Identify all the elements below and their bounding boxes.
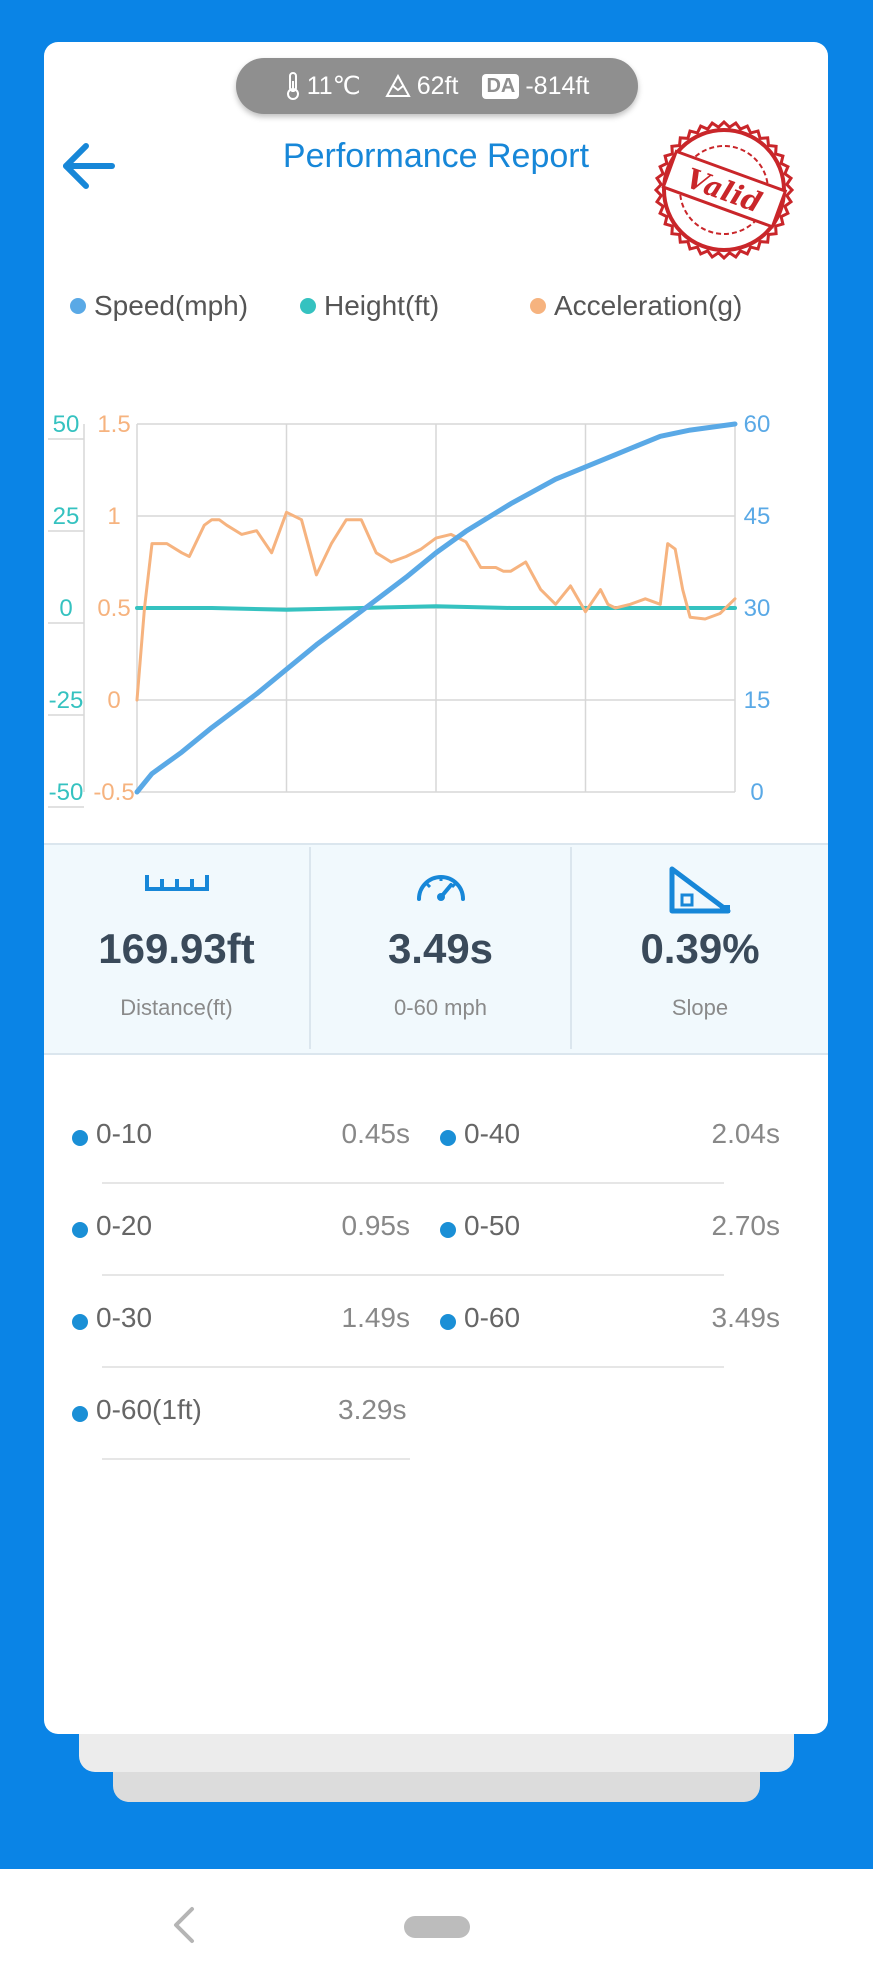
speed-axis-tick-label: 30 <box>744 595 771 622</box>
split-time: 2.70s <box>711 1210 781 1241</box>
nav-back-icon[interactable] <box>168 1905 198 1945</box>
acceleration-axis-tick-label: -0.5 <box>93 779 134 806</box>
system-navigation-bar <box>0 1869 873 1981</box>
split-label: 0-20 <box>96 1210 153 1241</box>
split-time: 3.29s <box>338 1394 407 1425</box>
chart-legend: Speed(mph) Height(ft) Acceleration(g) <box>44 290 828 330</box>
split-dot <box>72 1406 88 1422</box>
time-stat: 3.49s 0-60 mph <box>311 845 570 1053</box>
slope-label: Slope <box>671 995 729 1020</box>
environment-pill: 11℃ 62ft DA -814ft <box>236 58 638 114</box>
height-axis-tick-label: -25 <box>49 687 84 714</box>
speedometer-icon <box>416 875 465 901</box>
height-legend-dot <box>300 298 316 314</box>
split-dot <box>72 1314 88 1330</box>
acceleration-axis-tick-label: 0 <box>107 687 120 714</box>
split-divider <box>160 1182 724 1184</box>
split-time: 3.49s <box>711 1302 781 1333</box>
split-label: 0-30 <box>96 1302 153 1333</box>
split-dot <box>440 1314 456 1330</box>
temperature-readout: 11℃ <box>285 71 361 101</box>
split-label: 0-10 <box>96 1118 153 1149</box>
split-divider <box>160 1366 724 1368</box>
legend-height: Height(ft) <box>300 290 439 322</box>
density-altitude-badge: DA <box>482 73 520 99</box>
distance-value: 169.93ft <box>98 925 255 972</box>
split-item-0-30: 0-30 1.49s <box>72 1276 410 1368</box>
acceleration-axis-tick-label: 0.5 <box>97 595 130 622</box>
legend-acceleration: Acceleration(g) <box>530 290 742 322</box>
legend-acceleration-label: Acceleration(g) <box>554 290 743 321</box>
split-time: 2.04s <box>711 1118 781 1149</box>
altitude-readout: 62ft <box>385 71 459 101</box>
page-title: Performance Report <box>282 137 590 175</box>
mountain-icon <box>385 74 411 97</box>
split-time: 1.49s <box>341 1302 411 1333</box>
speed-axis-tick-label: 45 <box>744 503 771 530</box>
density-altitude-value: -814ft <box>525 71 590 100</box>
acceleration-axis-tick-label: 1.5 <box>97 411 130 438</box>
acceleration-axis-tick-label: 1 <box>107 503 120 530</box>
split-divider <box>102 1458 410 1460</box>
legend-speed: Speed(mph) <box>70 290 248 322</box>
distance-stat: 169.93ft Distance(ft) <box>44 845 309 1053</box>
height-series-line <box>135 604 737 612</box>
split-label: 0-50 <box>464 1210 521 1241</box>
acceleration-legend-dot <box>530 298 546 314</box>
height-axis-tick-label: 0 <box>59 595 72 622</box>
performance-chart: 50 25 0 -25 -50 1.5 1 0.5 0 -0.5 60 45 30 15 0 <box>48 411 771 808</box>
split-dot <box>440 1130 456 1146</box>
altitude-value: 62ft <box>416 71 459 100</box>
temperature-value: 11℃ <box>306 72 361 100</box>
back-arrow-icon[interactable] <box>58 135 120 197</box>
split-label: 0-60 <box>464 1302 521 1333</box>
split-item-0-60: 0-60 3.49s <box>160 1276 781 1368</box>
split-label: 0-40 <box>464 1118 521 1149</box>
split-item-0-20: 0-20 0.95s <box>72 1184 410 1276</box>
slope-stat: 0.39% Slope <box>572 845 828 1053</box>
height-axis-tick-label: 25 <box>53 503 80 530</box>
legend-height-label: Height(ft) <box>324 290 440 321</box>
height-axis-tick-label: 50 <box>53 411 80 438</box>
speed-axis-tick-label: 0 <box>750 779 763 806</box>
height-axis-tick-label: -50 <box>49 779 84 806</box>
split-time: 0.45s <box>341 1118 411 1149</box>
speed-axis-tick-label: 60 <box>744 411 771 438</box>
performance-report-card: 11℃ 62ft DA -814ft Performance Report Va… <box>44 42 828 1734</box>
split-divider <box>160 1274 724 1276</box>
split-item-0-50: 0-50 2.70s <box>160 1184 781 1276</box>
split-time: 0.95s <box>341 1210 411 1241</box>
speed-series-line <box>134 421 738 795</box>
legend-speed-label: Speed(mph) <box>94 290 249 321</box>
valid-stamp: Valid <box>654 120 794 260</box>
stats-panel: 169.93ft Distance(ft) 3.49s 0-60 mph <box>44 843 828 1055</box>
split-item-0-40: 0-40 2.04s <box>160 1092 781 1184</box>
speed-axis-tick-label: 15 <box>744 687 771 714</box>
split-dot <box>72 1222 88 1238</box>
speed-legend-dot <box>70 298 86 314</box>
stat-divider <box>309 847 311 1049</box>
thermometer-icon <box>286 72 299 100</box>
ruler-icon <box>144 875 209 891</box>
nav-home-pill[interactable] <box>404 1916 470 1938</box>
split-dot <box>72 1130 88 1146</box>
time-label: 0-60 mph <box>394 995 487 1020</box>
stamp-teeth-ring <box>654 120 794 260</box>
slope-value: 0.39% <box>640 925 760 972</box>
density-altitude-readout: DA -814ft <box>482 72 589 101</box>
split-item-0-10: 0-10 0.45s <box>72 1092 410 1184</box>
split-dot <box>440 1222 456 1238</box>
stat-divider <box>570 847 572 1049</box>
acceleration-series-line <box>135 510 737 702</box>
slope-icon <box>669 866 731 914</box>
distance-label: Distance(ft) <box>120 995 233 1020</box>
split-label: 0-60(1ft) <box>96 1394 202 1425</box>
time-value: 3.49s <box>387 925 494 972</box>
split-item-0-60-1ft: 0-60(1ft) 3.29s <box>72 1368 410 1460</box>
